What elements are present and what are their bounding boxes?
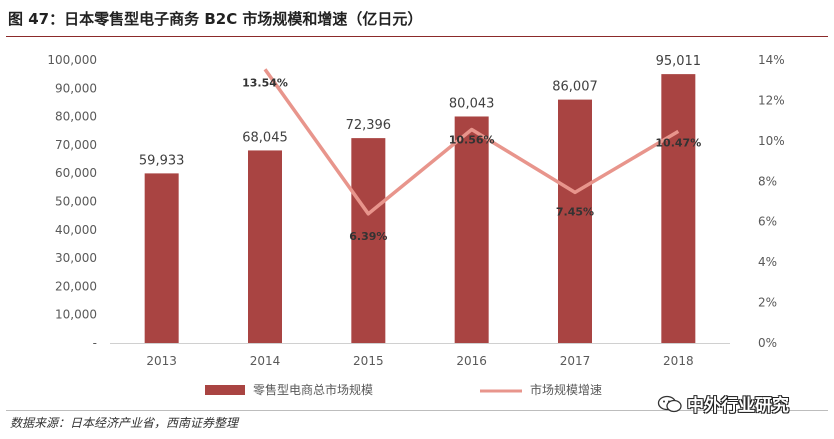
bar: [661, 74, 696, 344]
y-right-tick-label: 8%: [758, 174, 777, 188]
legend-label-bar: 零售型电商总市场规模: [253, 382, 373, 397]
y-right-tick-label: 0%: [758, 336, 777, 350]
y-right-tick-label: 4%: [758, 255, 777, 269]
bar: [248, 150, 282, 343]
y-right-tick-label: 14%: [758, 53, 785, 67]
title-divider: [6, 36, 828, 37]
bar-data-label: 86,007: [552, 80, 598, 95]
bar-data-label: 72,396: [346, 118, 392, 133]
x-tick-label: 2016: [456, 354, 487, 368]
bar-data-label: 68,045: [242, 130, 288, 145]
plot-area: - 10,000 20,000 30,000 40,000 50,000 60,000 70,…: [47, 53, 784, 397]
x-tick-label: 2015: [353, 354, 384, 368]
x-tick-label: 2017: [560, 354, 591, 368]
y-left-tick-label: 20,000: [55, 279, 97, 293]
x-tick-label: 2014: [250, 354, 281, 368]
legend-swatch-bar: [205, 385, 245, 395]
x-tick-label: 2013: [146, 354, 177, 368]
watermark: 中外行业研究: [657, 391, 789, 416]
bar-data-label: 95,011: [656, 54, 702, 69]
y-left-tick-label: 50,000: [55, 195, 97, 209]
line-data-label: 13.54%: [242, 76, 288, 89]
source-note: 数据来源：日本经济产业省，西南证券整理: [10, 416, 239, 430]
y-right-tick-label: 10%: [758, 134, 785, 148]
footer-divider: [6, 410, 828, 411]
y-right-tick-label: 6%: [758, 215, 777, 229]
y-left-tick-label: 10,000: [55, 308, 97, 322]
line-data-label: 10.56%: [449, 134, 495, 147]
bar: [144, 173, 179, 343]
bar: [351, 138, 386, 343]
line-data-label: 6.39%: [349, 230, 387, 243]
y-left-tick-label: 60,000: [55, 166, 97, 180]
bar: [558, 99, 592, 343]
bar: [454, 116, 489, 344]
y-left-tick-label: 80,000: [55, 110, 97, 124]
x-tick-label: 2018: [663, 354, 694, 368]
line-data-label: 7.45%: [556, 205, 594, 218]
bar-data-label: 59,933: [139, 153, 185, 168]
growth-line: [263, 68, 680, 216]
y-left-tick-label: 90,000: [55, 81, 97, 95]
legend-label-line: 市场规模增速: [530, 382, 602, 397]
y-left-tick-label: 70,000: [55, 138, 97, 152]
y-left-tick-label: 100,000: [47, 53, 97, 67]
bar-data-label: 80,043: [449, 96, 495, 111]
line-data-label: 10.47%: [655, 136, 701, 149]
wechat-icon: [657, 395, 682, 412]
y-right-tick-label: 2%: [758, 296, 777, 310]
y-right-tick-label: 12%: [758, 93, 785, 107]
y-left-tick-label: 40,000: [55, 223, 97, 237]
watermark-text: 中外行业研究: [687, 396, 789, 416]
chart-title: 图 47：日本零售型电子商务 B2C 市场规模和增速（亿日元）: [8, 10, 423, 28]
y-left-tick-label: 30,000: [55, 251, 97, 265]
y-left-tick-label: -: [93, 336, 97, 350]
